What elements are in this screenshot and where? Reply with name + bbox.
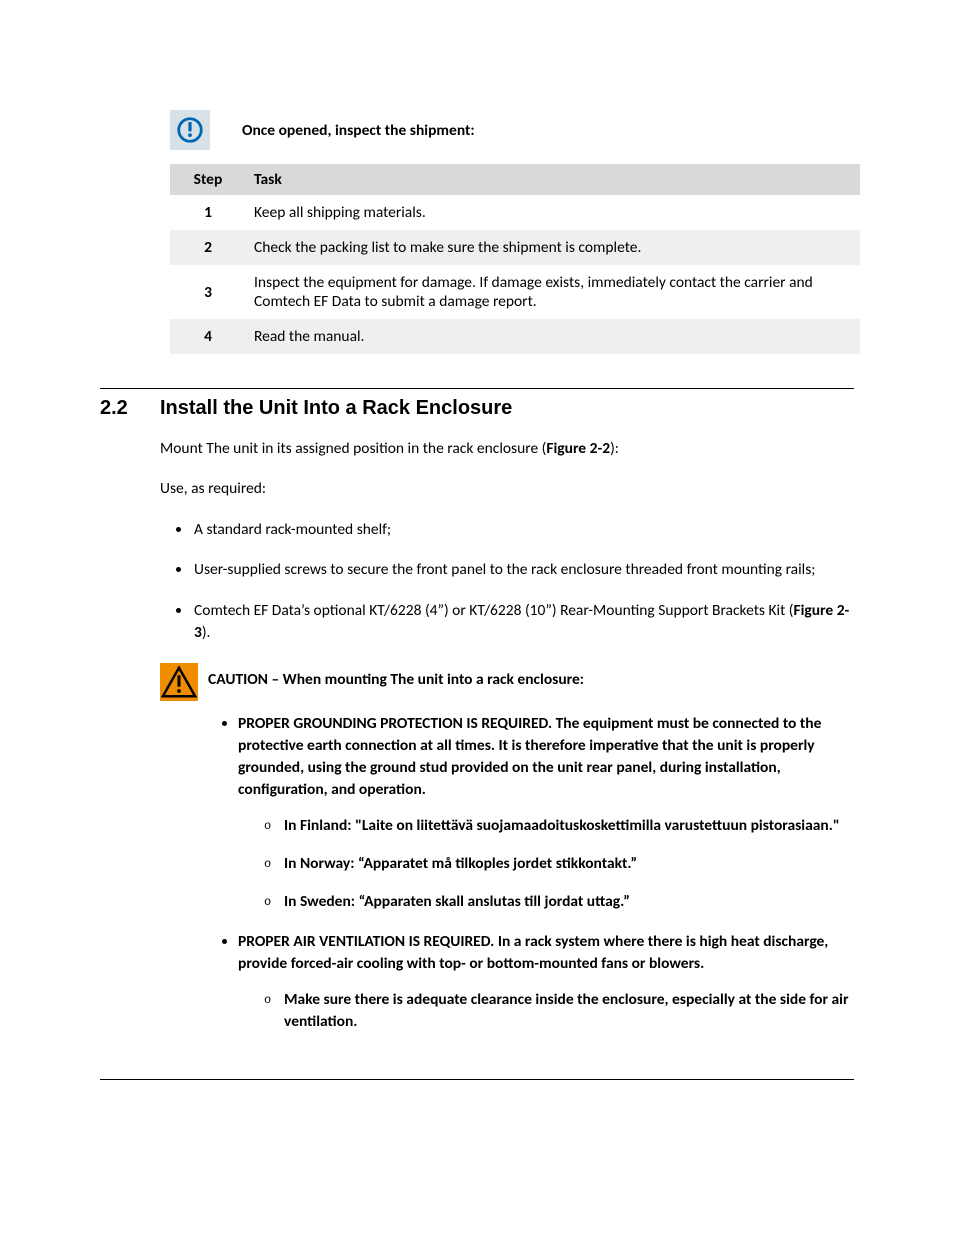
sub-item-sweden: In Sweden: “Apparaten skall anslutas til… — [264, 891, 854, 913]
step-task: Read the manual. — [246, 319, 860, 354]
page-footer-rule — [100, 1079, 854, 1080]
use-as-required: Use, as required: — [160, 478, 854, 500]
figure-ref: Figure 2-2 — [546, 439, 610, 458]
step-number: 4 — [170, 319, 246, 354]
caution-item-grounding: PROPER GROUNDING PROTECTION IS REQUIRED.… — [238, 713, 854, 913]
step-task: Inspect the equipment for damage. If dam… — [246, 265, 860, 319]
sub-item-clearance: Make sure there is adequate clearance in… — [264, 989, 854, 1033]
document-page: Once opened, inspect the shipment: Step … — [0, 0, 954, 1160]
col-task: Task — [246, 164, 860, 195]
caution-body: PROPER GROUNDING PROTECTION IS REQUIRED.… — [208, 713, 854, 1033]
intro-paragraph: Mount The unit in its assigned position … — [160, 438, 854, 460]
table-row: 1 Keep all shipping materials. — [170, 195, 860, 230]
steps-table: Step Task 1 Keep all shipping materials.… — [170, 164, 860, 354]
caution-heading: CAUTION – When mounting The unit into a … — [208, 663, 584, 691]
list-item: Comtech EF Data’s optional KT/6228 (4”) … — [192, 600, 854, 645]
ventilation-sublist: Make sure there is adequate clearance in… — [238, 989, 854, 1033]
step-task: Keep all shipping materials. — [246, 195, 860, 230]
caution-icon — [160, 663, 198, 701]
col-step: Step — [170, 164, 246, 195]
step-number: 2 — [170, 230, 246, 265]
requirements-list: A standard rack-mounted shelf; User-supp… — [160, 519, 854, 645]
caution-item-ventilation: PROPER AIR VENTILATION IS REQUIRED. In a… — [238, 931, 854, 1033]
info-icon — [175, 115, 205, 145]
step-number: 3 — [170, 265, 246, 319]
section-heading: 2.2 Install the Unit Into a Rack Enclosu… — [100, 397, 854, 420]
sub-item-norway: In Norway: “Apparatet må tilkoples jorde… — [264, 853, 854, 875]
caution-list: PROPER GROUNDING PROTECTION IS REQUIRED.… — [208, 713, 854, 1033]
caution-heading-row: CAUTION – When mounting The unit into a … — [160, 663, 854, 701]
section-body: Mount The unit in its assigned position … — [160, 438, 854, 1033]
list-item: A standard rack-mounted shelf; — [192, 519, 854, 541]
sub-item-finland: In Finland: "Laite on liitettävä suojama… — [264, 815, 854, 837]
section-divider — [100, 388, 854, 389]
step-number: 1 — [170, 195, 246, 230]
table-row: 4 Read the manual. — [170, 319, 860, 354]
table-header-row: Step Task — [170, 164, 860, 195]
grounding-sublist: In Finland: "Laite on liitettävä suojama… — [238, 815, 854, 913]
table-row: 3 Inspect the equipment for damage. If d… — [170, 265, 860, 319]
inspection-notice-text: Once opened, inspect the shipment: — [242, 121, 475, 140]
table-row: 2 Check the packing list to make sure th… — [170, 230, 860, 265]
info-icon-container — [170, 110, 210, 150]
inspection-notice: Once opened, inspect the shipment: — [170, 110, 854, 150]
list-item: User-supplied screws to secure the front… — [192, 559, 854, 581]
step-task: Check the packing list to make sure the … — [246, 230, 860, 265]
section-title: Install the Unit Into a Rack Enclosure — [160, 397, 512, 420]
section-number: 2.2 — [100, 397, 160, 420]
